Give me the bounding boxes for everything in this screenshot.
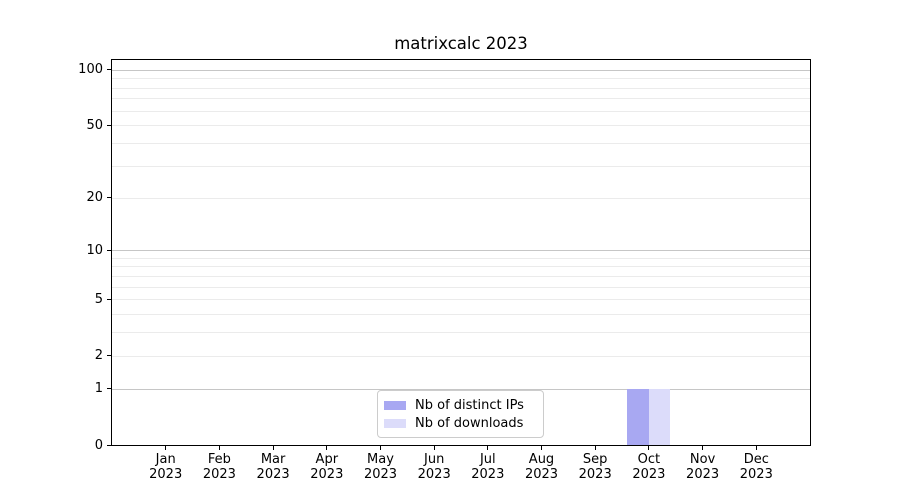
grid-line-minor <box>112 332 810 334</box>
x-axis-tick <box>433 446 435 450</box>
x-tick-year: 2023 <box>363 467 398 482</box>
x-axis-tick <box>702 446 704 450</box>
x-tick-label: Nov 2023 <box>668 452 738 482</box>
x-tick-label: Jun 2023 <box>399 452 469 482</box>
x-axis-tick <box>541 446 542 450</box>
grid-line-minor <box>112 266 810 268</box>
chart-title: matrixcalc 2023 <box>394 34 528 53</box>
y-tick-label: 0 <box>94 437 103 453</box>
y-tick-label: 20 <box>86 190 103 205</box>
x-tick-label: Jul 2023 <box>453 452 523 482</box>
y-axis-tick <box>107 444 111 446</box>
y-axis-tick <box>107 249 111 251</box>
x-tick-year: 2023 <box>149 467 183 482</box>
x-axis-tick <box>165 446 167 450</box>
x-tick-year: 2023 <box>417 467 451 482</box>
x-axis-tick <box>755 446 757 450</box>
x-axis-tick <box>487 446 489 450</box>
bar-nb-of-downloads-oct <box>648 388 671 445</box>
grid-line-minor <box>112 314 810 316</box>
x-tick-label: Aug 2023 <box>507 452 577 482</box>
x-axis-tick <box>218 446 220 450</box>
y-tick-label: 1 <box>94 381 103 397</box>
y-axis-tick <box>107 298 111 300</box>
y-axis-tick <box>107 355 111 357</box>
legend-label: Nb of downloads <box>415 415 524 431</box>
x-tick-label: Jan 2023 <box>131 452 201 482</box>
bar-nb-of-distinct-ips-oct <box>627 388 649 445</box>
x-tick-month: Oct <box>637 452 661 467</box>
x-tick-month: Nov <box>689 452 716 467</box>
x-tick-month: Mar <box>260 452 286 467</box>
grid-line-minor <box>112 98 810 100</box>
grid-line-minor <box>112 299 810 301</box>
grid-line-minor <box>112 78 810 80</box>
x-tick-label: Mar 2023 <box>238 452 308 482</box>
grid-line-minor <box>112 87 810 89</box>
y-axis-tick <box>107 197 111 198</box>
x-tick-month: Jun <box>424 452 445 467</box>
x-tick-year: 2023 <box>686 467 720 482</box>
x-tick-year: 2023 <box>310 467 344 482</box>
legend-entry: Nb of downloads <box>384 414 534 432</box>
grid-line-minor <box>112 286 810 288</box>
x-axis-tick <box>648 446 650 450</box>
legend-swatch <box>384 418 406 428</box>
grid-line-minor <box>112 125 810 127</box>
x-tick-label: Oct 2023 <box>614 452 684 482</box>
x-tick-month: Aug <box>528 452 555 467</box>
x-tick-year: 2023 <box>256 467 290 482</box>
grid-line-minor <box>112 110 810 112</box>
grid-line-major <box>112 250 810 252</box>
y-axis-tick <box>107 69 111 71</box>
y-axis-tick <box>107 388 111 390</box>
x-tick-label: Apr 2023 <box>292 452 362 482</box>
x-tick-year: 2023 <box>202 467 236 482</box>
y-axis-tick <box>107 124 111 126</box>
x-tick-year: 2023 <box>632 467 666 482</box>
x-axis-tick <box>594 446 596 450</box>
grid-line-major <box>112 69 810 71</box>
grid-line-minor <box>112 165 810 167</box>
x-axis-tick <box>272 446 274 450</box>
legend-entry: Nb of distinct IPs <box>384 396 534 414</box>
y-tick-label: 5 <box>94 291 103 307</box>
legend-swatch <box>384 400 406 410</box>
x-tick-label: Feb 2023 <box>184 452 254 482</box>
y-tick-label: 100 <box>78 62 103 78</box>
plot-area <box>111 59 811 446</box>
x-tick-year: 2023 <box>471 467 505 482</box>
x-tick-year: 2023 <box>739 467 773 482</box>
x-tick-month: Jan <box>155 452 176 467</box>
grid-line-major <box>112 388 810 390</box>
grid-line-minor <box>112 197 810 199</box>
y-tick-label: 50 <box>86 117 103 133</box>
x-tick-month: Feb <box>207 452 231 467</box>
legend-label: Nb of distinct IPs <box>415 397 524 413</box>
x-tick-month: Apr <box>315 452 339 467</box>
x-tick-label: Sep 2023 <box>560 452 630 482</box>
y-tick-label: 2 <box>94 348 103 364</box>
x-tick-label: May 2023 <box>346 452 416 482</box>
grid-line-minor <box>112 275 810 277</box>
y-tick-label: 10 <box>86 242 103 258</box>
grid-line-minor <box>112 143 810 145</box>
x-tick-label: Dec 2023 <box>721 452 791 482</box>
x-axis-tick <box>326 446 328 450</box>
x-tick-month: May <box>367 452 394 467</box>
x-tick-month: Dec <box>743 452 769 467</box>
x-tick-year: 2023 <box>524 467 559 482</box>
grid-line-minor <box>112 257 810 259</box>
x-tick-year: 2023 <box>578 467 612 482</box>
x-tick-month: Jul <box>479 452 496 467</box>
grid-line-minor <box>112 355 810 357</box>
x-axis-tick <box>380 446 381 450</box>
legend: Nb of distinct IPs Nb of downloads <box>377 390 544 438</box>
x-tick-month: Sep <box>582 452 608 467</box>
